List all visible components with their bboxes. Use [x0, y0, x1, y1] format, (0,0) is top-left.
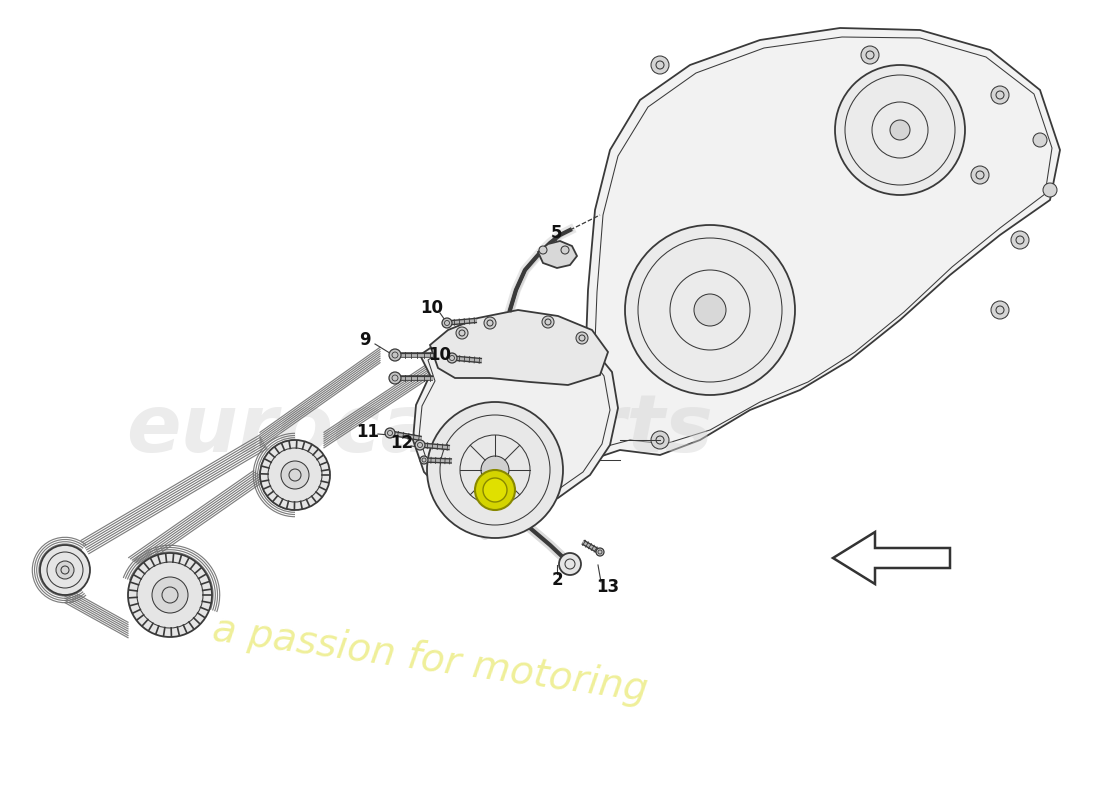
Circle shape — [890, 120, 910, 140]
Circle shape — [475, 470, 515, 510]
Circle shape — [861, 46, 879, 64]
Circle shape — [694, 294, 726, 326]
Circle shape — [971, 166, 989, 184]
Circle shape — [539, 246, 547, 254]
Circle shape — [576, 332, 588, 344]
Circle shape — [991, 301, 1009, 319]
Circle shape — [456, 327, 468, 339]
Text: 10: 10 — [420, 299, 443, 317]
Circle shape — [128, 553, 212, 637]
Polygon shape — [430, 310, 608, 385]
Circle shape — [385, 428, 395, 438]
Circle shape — [651, 56, 669, 74]
Polygon shape — [585, 28, 1060, 460]
Circle shape — [442, 318, 452, 328]
Text: 10: 10 — [429, 346, 451, 364]
Circle shape — [260, 440, 330, 510]
Text: 13: 13 — [596, 578, 619, 596]
Circle shape — [651, 431, 669, 449]
Circle shape — [1043, 183, 1057, 197]
Circle shape — [835, 65, 965, 195]
Circle shape — [1033, 133, 1047, 147]
Circle shape — [542, 316, 554, 328]
Polygon shape — [833, 532, 950, 584]
Circle shape — [625, 225, 795, 395]
Circle shape — [389, 349, 402, 361]
Circle shape — [991, 86, 1009, 104]
Circle shape — [152, 577, 188, 613]
Circle shape — [427, 402, 563, 538]
Text: 11: 11 — [356, 423, 380, 441]
Text: 5: 5 — [550, 224, 562, 242]
Text: a passion for motoring: a passion for motoring — [210, 610, 650, 710]
Circle shape — [596, 548, 604, 556]
Circle shape — [1011, 231, 1028, 249]
Circle shape — [389, 372, 402, 384]
Circle shape — [447, 353, 456, 363]
Text: 12: 12 — [390, 434, 414, 452]
Polygon shape — [538, 241, 578, 268]
Text: 9: 9 — [360, 331, 371, 349]
Circle shape — [40, 545, 90, 595]
Circle shape — [561, 246, 569, 254]
Circle shape — [280, 461, 309, 489]
Circle shape — [415, 440, 425, 450]
Circle shape — [481, 456, 509, 484]
Text: eurocarparts: eurocarparts — [126, 391, 714, 469]
Circle shape — [484, 317, 496, 329]
Circle shape — [56, 561, 74, 579]
Circle shape — [420, 456, 428, 464]
Text: 2: 2 — [551, 571, 563, 589]
Polygon shape — [412, 318, 618, 510]
Circle shape — [483, 478, 507, 502]
Circle shape — [559, 553, 581, 575]
